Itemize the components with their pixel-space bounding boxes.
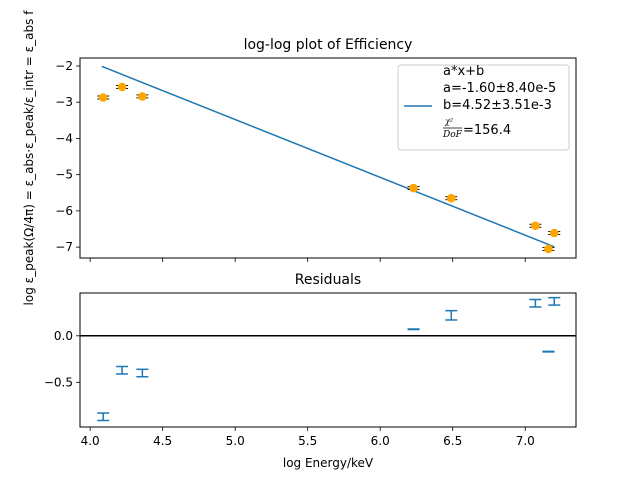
residuals-y-tick-label: −0.5 (44, 375, 73, 389)
legend-chi2-denominator: DoF (442, 130, 463, 140)
residual-errorbar (97, 412, 110, 422)
efficiency-points-layer (97, 82, 561, 254)
efficiency-y-tick-label: −3 (55, 95, 73, 109)
legend-fit-label: a*x+b (443, 64, 484, 79)
fit-legend: a*x+b a=-1.60±8.40e-5 b=4.52±3.51e-3 χ² … (397, 64, 570, 151)
residual-errorbar (136, 368, 149, 378)
efficiency-point (531, 221, 540, 231)
residuals-x-tick-label: 7.0 (516, 434, 535, 448)
efficiency-y-tick-label: −6 (55, 204, 73, 218)
residuals-plot-ticks: 4.0 4.5 5.0 5.5 6.0 6.5 7.0 0.0 −0.5 (44, 329, 535, 448)
residuals-x-tick-label: 5.5 (298, 434, 317, 448)
residuals-x-tick-label: 6.0 (371, 434, 390, 448)
residuals-x-tick-label: 4.0 (81, 434, 100, 448)
efficiency-y-axis-label: log ε_peak(Ω/4π) = ε_abs·ε_peak/ε_intr =… (22, 10, 36, 306)
efficiency-y-tick-label: −7 (55, 240, 73, 254)
efficiency-plot-frame (79, 57, 577, 259)
residual-errorbar (445, 309, 458, 321)
residual-errorbar (116, 365, 129, 375)
legend-box (397, 64, 570, 151)
legend-chi2-dof: χ² DoF =156.4 (442, 117, 511, 140)
residual-errorbar (548, 296, 561, 306)
residuals-y-tick-label: 0.0 (54, 329, 73, 343)
efficiency-point (138, 92, 147, 101)
fit-line-layer (101, 65, 555, 248)
efficiency-point (544, 244, 553, 254)
efficiency-y-tick-label: −5 (55, 168, 73, 182)
fit-line (101, 65, 555, 248)
residuals-x-tick-label: 5.0 (226, 434, 245, 448)
legend-chi2-numerator: χ² (444, 117, 453, 126)
efficiency-plot-panel: log-log plot of Efficiency −2−3−4−5−6−7 … (22, 10, 577, 306)
efficiency-point (549, 228, 559, 238)
residuals-errorbars-layer (97, 296, 561, 422)
efficiency-point (98, 93, 108, 102)
efficiency-y-tick-label: −2 (55, 59, 73, 73)
efficiency-point (409, 183, 418, 193)
efficiency-plot-ticks: −2 −3 −4 −5 −6 −7 (55, 59, 526, 262)
legend-param-a: a=-1.60±8.40e-5 (443, 81, 556, 96)
residuals-plot-panel: Residuals 4.0 4.5 5.0 5.5 6.0 6.5 7.0 0.0 −0.5 l… (44, 272, 577, 470)
residuals-x-axis-label: log Energy/keV (283, 456, 374, 470)
residuals-x-tick-label: 6.5 (443, 434, 462, 448)
efficiency-y-axis-label-text: log ε_peak(Ω/4π) = ε_abs·ε_peak/ε_intr =… (22, 10, 36, 306)
residuals-plot-frame (79, 292, 577, 428)
efficiency-y-tick-label: −4 (55, 131, 73, 145)
efficiency-point (117, 82, 127, 92)
legend-param-b: b=4.52±3.51e-3 (443, 98, 552, 113)
efficiency-point (446, 193, 456, 203)
residuals-plot-title: Residuals (295, 272, 361, 288)
residual-errorbar (529, 298, 542, 308)
legend-chi2-value: =156.4 (463, 123, 511, 138)
residual-errorbar (542, 350, 555, 353)
residual-errorbar (407, 328, 420, 331)
efficiency-plot-title: log-log plot of Efficiency (244, 37, 413, 53)
residuals-x-tick-label: 4.5 (153, 434, 172, 448)
